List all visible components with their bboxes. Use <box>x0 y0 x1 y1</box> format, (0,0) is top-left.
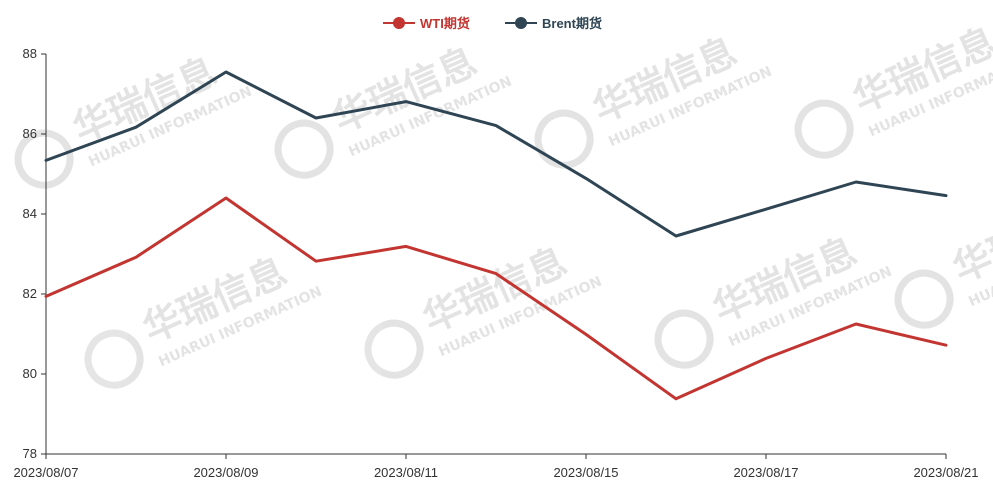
x-tick-label: 2023/08/21 <box>913 465 978 480</box>
watermark-logo-icon <box>894 269 954 329</box>
series-line-0 <box>44 196 948 401</box>
legend: WTI期货 Brent期货 <box>383 16 602 31</box>
legend-label: Brent期货 <box>542 16 602 31</box>
y-tick-label: 82 <box>23 286 37 301</box>
x-tick-label: 2023/08/07 <box>13 465 78 480</box>
x-tick-label: 2023/08/09 <box>193 465 258 480</box>
watermark-logo-icon <box>84 329 144 389</box>
legend-item-0[interactable]: WTI期货 <box>383 16 470 31</box>
watermark-logo-icon <box>364 319 424 379</box>
x-tick-label: 2023/08/11 <box>374 465 438 480</box>
y-tick-label: 86 <box>23 126 37 141</box>
watermark-logo-icon <box>534 109 594 169</box>
legend-marker-icon <box>515 17 527 29</box>
y-tick-label: 80 <box>23 366 37 381</box>
y-tick-label: 84 <box>23 206 37 221</box>
watermark-logo-icon <box>654 309 714 369</box>
series-line-1 <box>44 70 948 238</box>
axes: 78 80 82 84 86 88 2023/08/07 2023/08/09 2023/08/… <box>13 46 978 480</box>
y-tick-label: 78 <box>23 446 37 461</box>
legend-item-1[interactable]: Brent期货 <box>505 16 602 31</box>
x-tick-label: 2023/08/17 <box>733 465 798 480</box>
y-tick-label: 88 <box>23 46 37 61</box>
watermark-logo-icon <box>14 129 74 189</box>
watermark-text-cn: 华瑞信息 <box>946 189 993 291</box>
series-layer <box>44 70 948 401</box>
x-tick-label: 2023/08/15 <box>553 465 618 480</box>
watermark-logo-icon <box>794 99 854 159</box>
legend-label: WTI期货 <box>420 16 470 31</box>
watermark-logo-icon <box>274 119 334 179</box>
legend-marker-icon <box>393 17 405 29</box>
